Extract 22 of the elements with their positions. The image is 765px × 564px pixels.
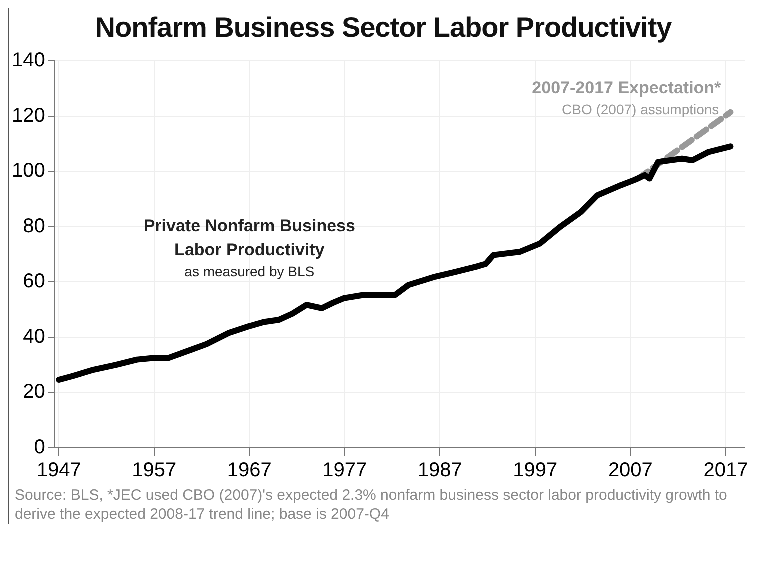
y-tick-label: 140	[12, 50, 46, 72]
x-tick-label: 1987	[418, 460, 462, 482]
x-tick-label: 1977	[322, 460, 368, 482]
source-note: Source: BLS, *JEC used CBO (2007)'s expected 2.3% nonfarm business sector labor productivity growth to derive the expected 2008-17 trend line; base is 2007-Q4	[14, 486, 728, 524]
x-tick-label: 1967	[227, 460, 272, 482]
annotation: as measured by BLS	[184, 264, 315, 280]
x-tick-label: 1997	[513, 460, 558, 482]
y-tick-label: 20	[23, 381, 46, 404]
x-tick-label: 2017	[704, 460, 748, 482]
y-tick-label: 120	[12, 104, 46, 127]
chart-title: Nonfarm Business Sector Labor Productivity	[94, 11, 673, 45]
y-tick-label: 100	[12, 160, 46, 182]
series-label: 2007-2017 Expectation*	[532, 78, 722, 98]
y-tick-label: 40	[23, 326, 46, 348]
x-tick-label: 2007	[608, 460, 653, 482]
y-tick-label: 80	[23, 215, 46, 238]
x-tick-label: 1947	[36, 460, 82, 482]
y-tick-label: 60	[23, 270, 46, 293]
y-tick-label: 0	[34, 436, 46, 459]
x-tick-label: 1957	[132, 460, 177, 482]
text: Private Nonfarm Business Labor Productivity	[144, 216, 356, 260]
annotation: CBO (2007) assumptions	[562, 102, 720, 118]
